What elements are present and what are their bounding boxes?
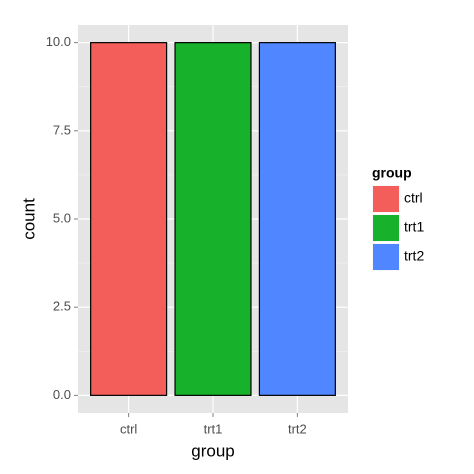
legend-key <box>373 244 399 270</box>
y-tick-label: 10.0 <box>46 34 71 49</box>
bar <box>90 42 168 396</box>
bar <box>174 42 252 396</box>
legend-label: ctrl <box>404 190 423 206</box>
legend-label: trt1 <box>404 219 424 235</box>
x-tick-label: trt1 <box>204 421 223 436</box>
bar <box>258 42 336 396</box>
y-tick-label: 2.5 <box>53 299 71 314</box>
x-tick-label: ctrl <box>120 421 137 436</box>
legend-title: group <box>372 165 412 181</box>
y-axis-label: count <box>19 198 38 240</box>
legend-key <box>373 215 399 241</box>
x-tick-label: trt2 <box>288 421 307 436</box>
x-axis-label: group <box>191 441 234 460</box>
y-tick-label: 7.5 <box>53 122 71 137</box>
legend-key <box>373 186 399 212</box>
y-tick-label: 5.0 <box>53 210 71 225</box>
legend-label: trt2 <box>404 248 424 264</box>
y-tick-label: 0.0 <box>53 387 71 402</box>
